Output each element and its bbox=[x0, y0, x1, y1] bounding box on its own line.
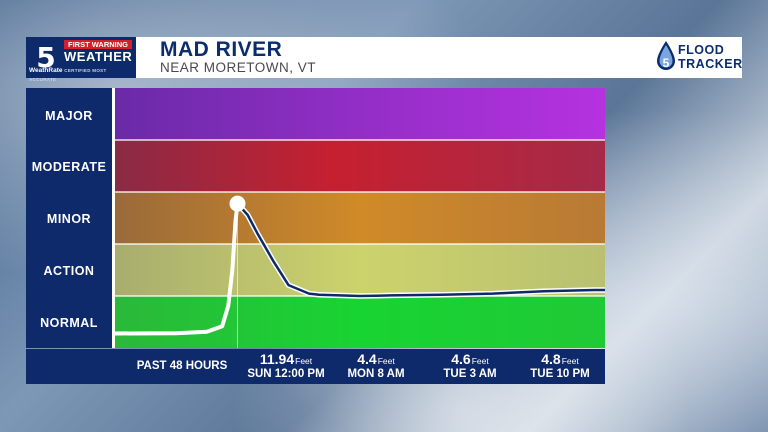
band-label-normal: NORMAL bbox=[40, 316, 98, 330]
forecast3-unit: Feet bbox=[561, 356, 579, 366]
peak-value: 11.94 bbox=[259, 351, 295, 367]
river-title: MAD RIVER bbox=[160, 38, 283, 61]
peak-unit: Feet bbox=[295, 356, 313, 366]
band-minor bbox=[115, 192, 605, 244]
first-warning-label: FIRST WARNING bbox=[64, 40, 132, 49]
flood-stage-labels: MAJOR MODERATE MINOR ACTION NORMAL bbox=[26, 88, 112, 348]
weatherrate-label: WeathRate CERTIFIED MOST ACCURATE bbox=[29, 66, 133, 84]
forecast-line bbox=[236, 202, 605, 298]
forecast2-time: TUE 3 AM bbox=[443, 368, 497, 380]
flood-tracker-logo: 5 FLOOD TRACKER bbox=[656, 41, 742, 75]
water-drop-icon: 5 bbox=[657, 41, 675, 70]
band-label-major: MAJOR bbox=[45, 109, 93, 123]
past-48-hours-label: PAST 48 HOURS bbox=[136, 360, 228, 372]
svg-text:5: 5 bbox=[663, 56, 670, 70]
channel-5-logo: 5 bbox=[36, 41, 56, 74]
river-location: NEAR MORETOWN, VT bbox=[160, 60, 317, 75]
forecast1-time: MON 8 AM bbox=[347, 368, 405, 380]
band-action bbox=[115, 244, 605, 296]
band-label-minor: MINOR bbox=[46, 212, 92, 226]
forecast1-value: 4.4 bbox=[357, 351, 377, 367]
station-logo: 5 FIRST WARNING WEATHER WeathRate CERTIF… bbox=[26, 37, 136, 82]
forecast3-value: 4.8 bbox=[541, 351, 561, 367]
tracker-tracker-text: TRACKER bbox=[678, 57, 743, 71]
forecast1-value-label: 4.4Feet bbox=[336, 351, 416, 369]
tracker-flood-text: FLOOD bbox=[678, 43, 725, 57]
peak-time: SUN 12:00 PM bbox=[247, 368, 325, 380]
band-label-action: ACTION bbox=[43, 264, 95, 278]
band-major bbox=[115, 88, 605, 140]
forecast1-unit: Feet bbox=[377, 356, 395, 366]
time-axis-bar: PAST 48 HOURS 11.94Feet SUN 12:00 PM 4.4… bbox=[26, 349, 605, 384]
title-bar: 5 FIRST WARNING WEATHER WeathRate CERTIF… bbox=[26, 37, 742, 82]
forecast3-value-label: 4.8Feet bbox=[520, 351, 600, 369]
forecast2-unit: Feet bbox=[471, 356, 489, 366]
axis-divider bbox=[112, 88, 115, 348]
forecast3-time: TUE 10 PM bbox=[530, 368, 590, 380]
weather-label: WEATHER bbox=[64, 49, 133, 64]
band-moderate bbox=[115, 140, 605, 192]
observed-line bbox=[115, 201, 240, 336]
peak-point bbox=[229, 195, 246, 212]
forecast2-value-label: 4.6Feet bbox=[430, 351, 510, 369]
band-label-moderate: MODERATE bbox=[31, 160, 107, 174]
certified-text: CERTIFIED MOST ACCURATE bbox=[29, 68, 107, 82]
peak-value-label: 11.94Feet bbox=[236, 351, 336, 369]
forecast2-value: 4.6 bbox=[451, 351, 471, 367]
river-level-chart bbox=[115, 88, 605, 348]
band-normal bbox=[115, 296, 605, 348]
weatherrate-text: WeathRate bbox=[29, 67, 63, 74]
